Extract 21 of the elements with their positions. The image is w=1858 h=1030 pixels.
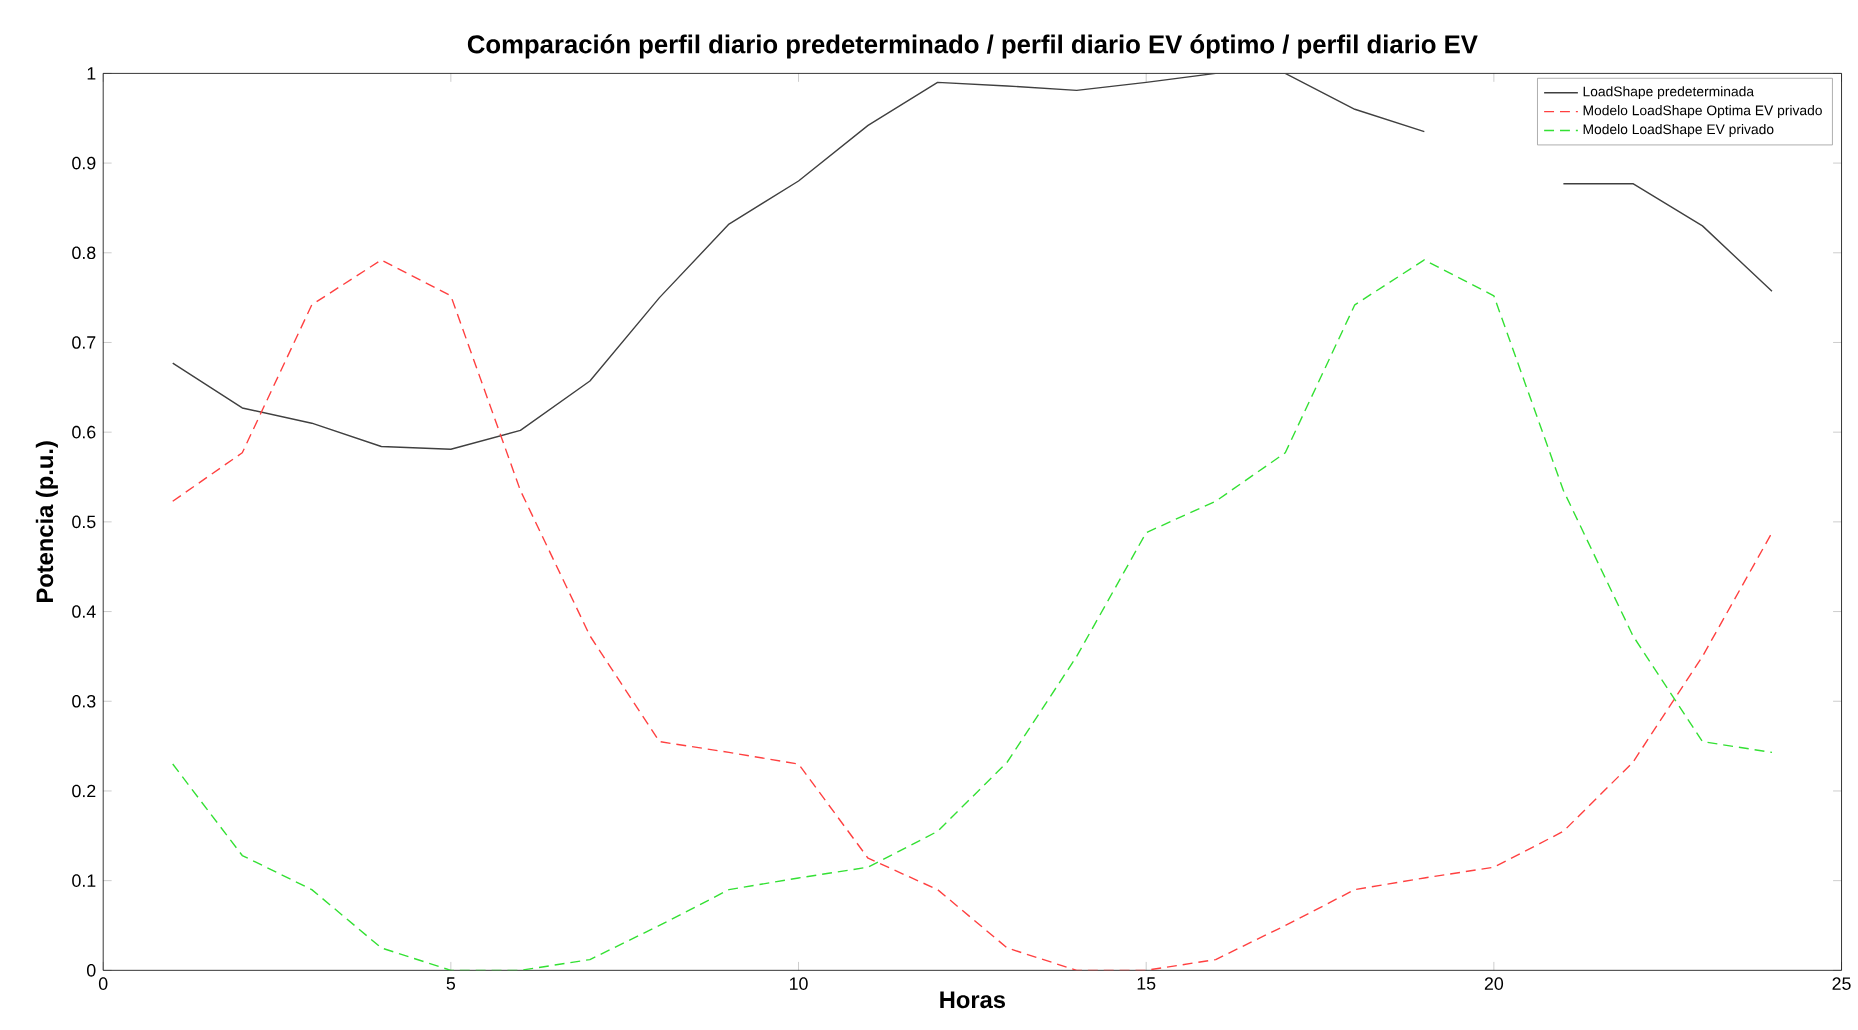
y-tick-label: 0.2	[72, 784, 96, 798]
chart-title: Comparación perfil diario predeterminado / perfil diario EV óptimo / perfil diario EV	[467, 34, 1478, 59]
x-tick-label: 10	[789, 977, 808, 990]
x-axis-title: Horas	[940, 991, 1005, 1009]
y-tick-label: 0.8	[72, 246, 96, 260]
y-tick-label: 0.5	[72, 515, 96, 529]
x-tick-label: 20	[1484, 977, 1504, 990]
y-tick-label: 0.1	[72, 874, 96, 888]
y-tick-label: 1	[87, 67, 96, 80]
y-tick-label: 0.9	[72, 156, 96, 170]
line-series	[172, 259, 1773, 971]
x-tick-label: 25	[1832, 977, 1851, 990]
y-axis-title: Potencia (p.u.)	[35, 441, 58, 603]
x-tick-label: 0	[98, 977, 108, 990]
x-tick-label: 5	[446, 977, 456, 990]
y-tick-label: 0	[86, 964, 96, 977]
y-tick-label: 0.6	[72, 425, 96, 439]
x-tick-label: 15	[1137, 977, 1156, 990]
y-tick-label: 0.7	[72, 336, 96, 349]
y-tick-label: 0.3	[72, 695, 96, 708]
y-tick-label: 0.4	[72, 605, 96, 618]
